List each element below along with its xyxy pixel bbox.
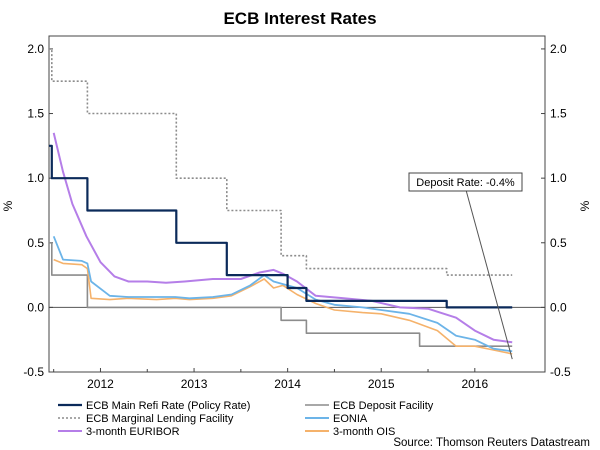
y-tick-label-left: -0.5: [23, 365, 44, 379]
series-layer: [49, 48, 513, 355]
y-tick-label-right: 2.0: [550, 42, 567, 56]
annotation-leader-line: [465, 189, 513, 360]
legend: ECB Main Refi Rate (Policy Rate) ECB Mar…: [58, 400, 434, 438]
series-line-euribor: [52, 132, 513, 344]
x-tick-label: 2013: [181, 377, 208, 391]
series-line-marginal: [49, 48, 513, 276]
series-line-eonia: [52, 235, 513, 353]
y-tick-label-left: 1.0: [27, 171, 44, 185]
series-line-ois: [53, 258, 513, 355]
y-tick-label-left: 0.0: [27, 300, 44, 314]
y-tick-label-right: 0.5: [550, 236, 567, 250]
y-tick-label-left: 2.0: [27, 42, 44, 56]
annotation-box: [408, 172, 523, 192]
x-tick-label: 2014: [274, 377, 301, 391]
x-tick-label: 2015: [368, 377, 395, 391]
source-note: Source: Thomson Reuters Datastream: [393, 437, 590, 449]
annotation-text: Deposit Rate: -0.4%: [416, 177, 515, 189]
legend-label-eonia: EONIA: [333, 413, 368, 425]
legend-label-ois: 3-month OIS: [333, 426, 395, 438]
legend-label-euribor: 3-month EURIBOR: [86, 426, 180, 438]
legend-label-marginal: ECB Marginal Lending Facility: [86, 413, 234, 425]
chart-title: ECB Interest Rates: [223, 9, 376, 28]
x-tick-label: 2016: [461, 377, 488, 391]
y-axis-label-left: %: [1, 200, 15, 211]
series-line-refi: [49, 144, 513, 309]
legend-label-refi: ECB Main Refi Rate (Policy Rate): [86, 400, 250, 412]
y-axis-label-right: %: [578, 200, 592, 211]
y-tick-label-left: 0.5: [27, 236, 44, 250]
legend-label-deposit: ECB Deposit Facility: [333, 400, 434, 412]
x-tick-label: 2012: [87, 377, 114, 391]
y-tick-label-right: -0.5: [550, 365, 571, 379]
series-line-deposit: [49, 242, 513, 348]
y-tick-label-right: 1.5: [550, 107, 567, 121]
y-tick-label-right: 0.0: [550, 300, 567, 314]
y-tick-label-right: 1.0: [550, 171, 567, 185]
axis-ticks: 2.0 2.0 1.5 1.5 1.0 1.0 0.5 0.5 0.0 0.0 -0.5 -0.5 20…: [23, 42, 571, 391]
y-tick-label-left: 1.5: [27, 107, 44, 121]
plot-frame: [48, 35, 546, 373]
